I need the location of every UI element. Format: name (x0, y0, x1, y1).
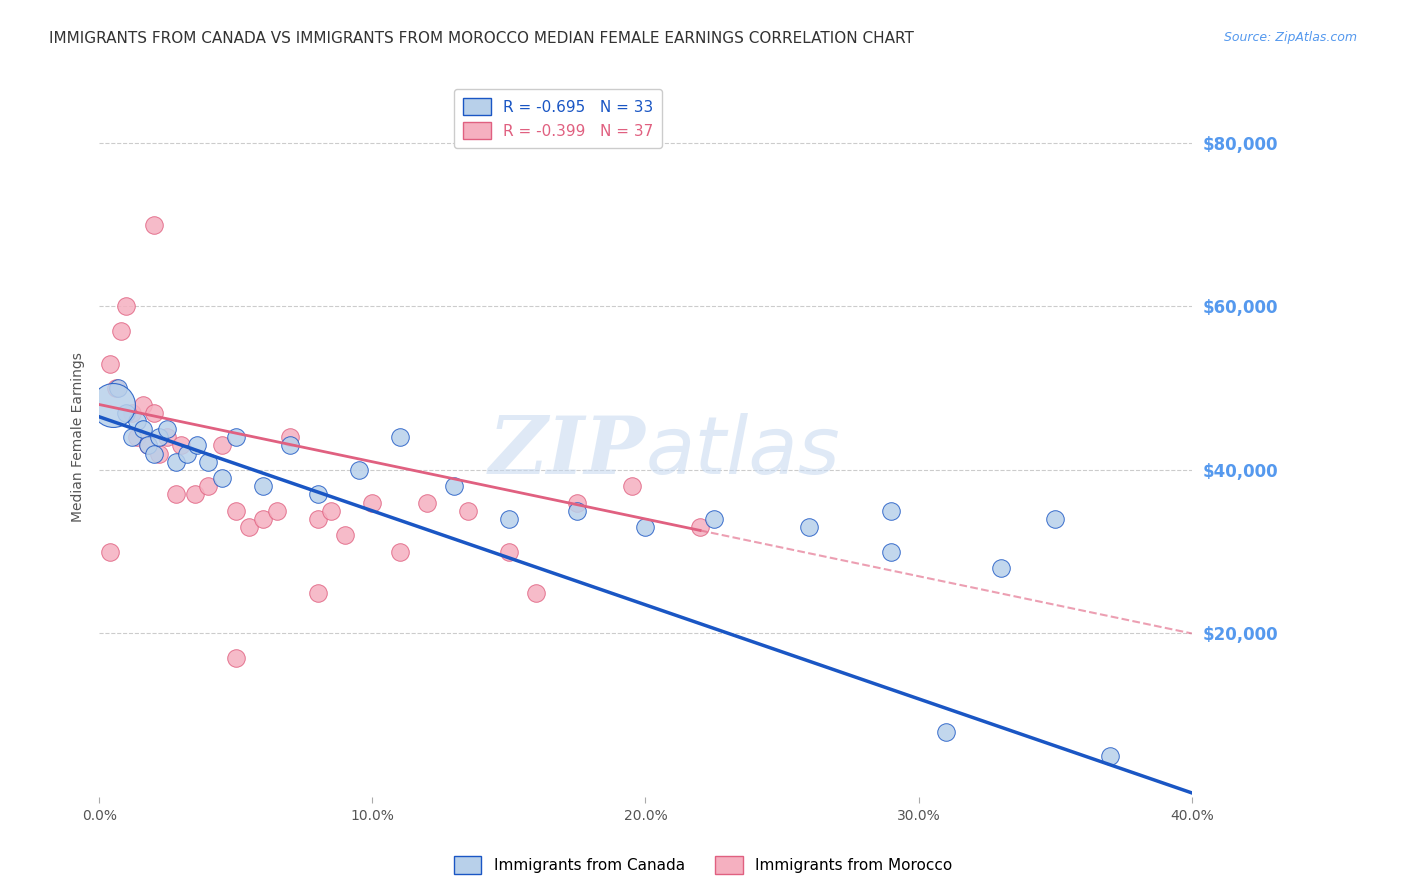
Point (136, 438, 159, 452)
Text: Source: ZipAtlas.com: Source: ZipAtlas.com (1223, 31, 1357, 45)
Point (252, 479, 274, 493)
Point (990, 561, 1012, 575)
Point (211, 471, 233, 485)
Point (127, 414, 149, 428)
Point (148, 446, 170, 460)
Point (197, 479, 219, 493)
Text: ZIP: ZIP (488, 413, 645, 491)
Point (136, 438, 159, 452)
Point (416, 495, 439, 509)
Point (457, 504, 479, 518)
Point (634, 520, 657, 534)
Point (121, 430, 143, 444)
Point (176, 446, 198, 460)
Point (197, 455, 219, 469)
Point (156, 430, 179, 444)
Point (156, 422, 179, 436)
Point (266, 504, 288, 518)
Point (101, 397, 124, 411)
Point (307, 585, 329, 599)
Point (333, 528, 356, 542)
Point (184, 487, 207, 501)
Point (443, 479, 465, 493)
Point (225, 651, 247, 665)
Point (98, 544, 121, 558)
Point (110, 324, 132, 338)
Point (321, 504, 343, 518)
Point (1098, 749, 1121, 764)
Point (225, 504, 247, 518)
Point (165, 455, 187, 469)
Point (388, 430, 411, 444)
Point (121, 406, 143, 420)
Point (127, 430, 149, 444)
Point (107, 381, 129, 395)
Point (880, 544, 903, 558)
Point (689, 520, 711, 534)
Point (280, 430, 302, 444)
Point (388, 544, 411, 558)
Y-axis label: Median Female Earnings: Median Female Earnings (72, 352, 86, 522)
Point (498, 544, 520, 558)
Point (238, 520, 260, 534)
Point (799, 520, 821, 534)
Point (252, 512, 274, 526)
Point (148, 430, 170, 444)
Point (115, 299, 138, 313)
Point (115, 406, 138, 420)
Point (524, 585, 547, 599)
Point (880, 504, 903, 518)
Point (142, 406, 165, 420)
Point (935, 724, 957, 739)
Point (225, 430, 247, 444)
Point (186, 438, 208, 452)
Point (347, 463, 370, 477)
Point (142, 446, 165, 460)
Point (567, 504, 589, 518)
Point (498, 512, 520, 526)
Point (280, 438, 302, 452)
Point (620, 479, 643, 493)
Point (361, 495, 384, 509)
Point (307, 512, 329, 526)
Point (165, 487, 187, 501)
Text: IMMIGRANTS FROM CANADA VS IMMIGRANTS FROM MOROCCO MEDIAN FEMALE EARNINGS CORRELA: IMMIGRANTS FROM CANADA VS IMMIGRANTS FRO… (49, 31, 914, 46)
Legend: Immigrants from Canada, Immigrants from Morocco: Immigrants from Canada, Immigrants from … (447, 850, 959, 880)
Point (132, 397, 155, 411)
Point (98, 357, 121, 371)
Point (703, 512, 725, 526)
Point (1043, 512, 1066, 526)
Point (132, 422, 155, 436)
Text: atlas: atlas (645, 413, 841, 491)
Point (170, 438, 193, 452)
Legend: R = -0.695   N = 33, R = -0.399   N = 37: R = -0.695 N = 33, R = -0.399 N = 37 (454, 88, 662, 148)
Point (104, 381, 127, 395)
Point (142, 218, 165, 232)
Point (307, 487, 329, 501)
Point (567, 495, 589, 509)
Point (211, 438, 233, 452)
